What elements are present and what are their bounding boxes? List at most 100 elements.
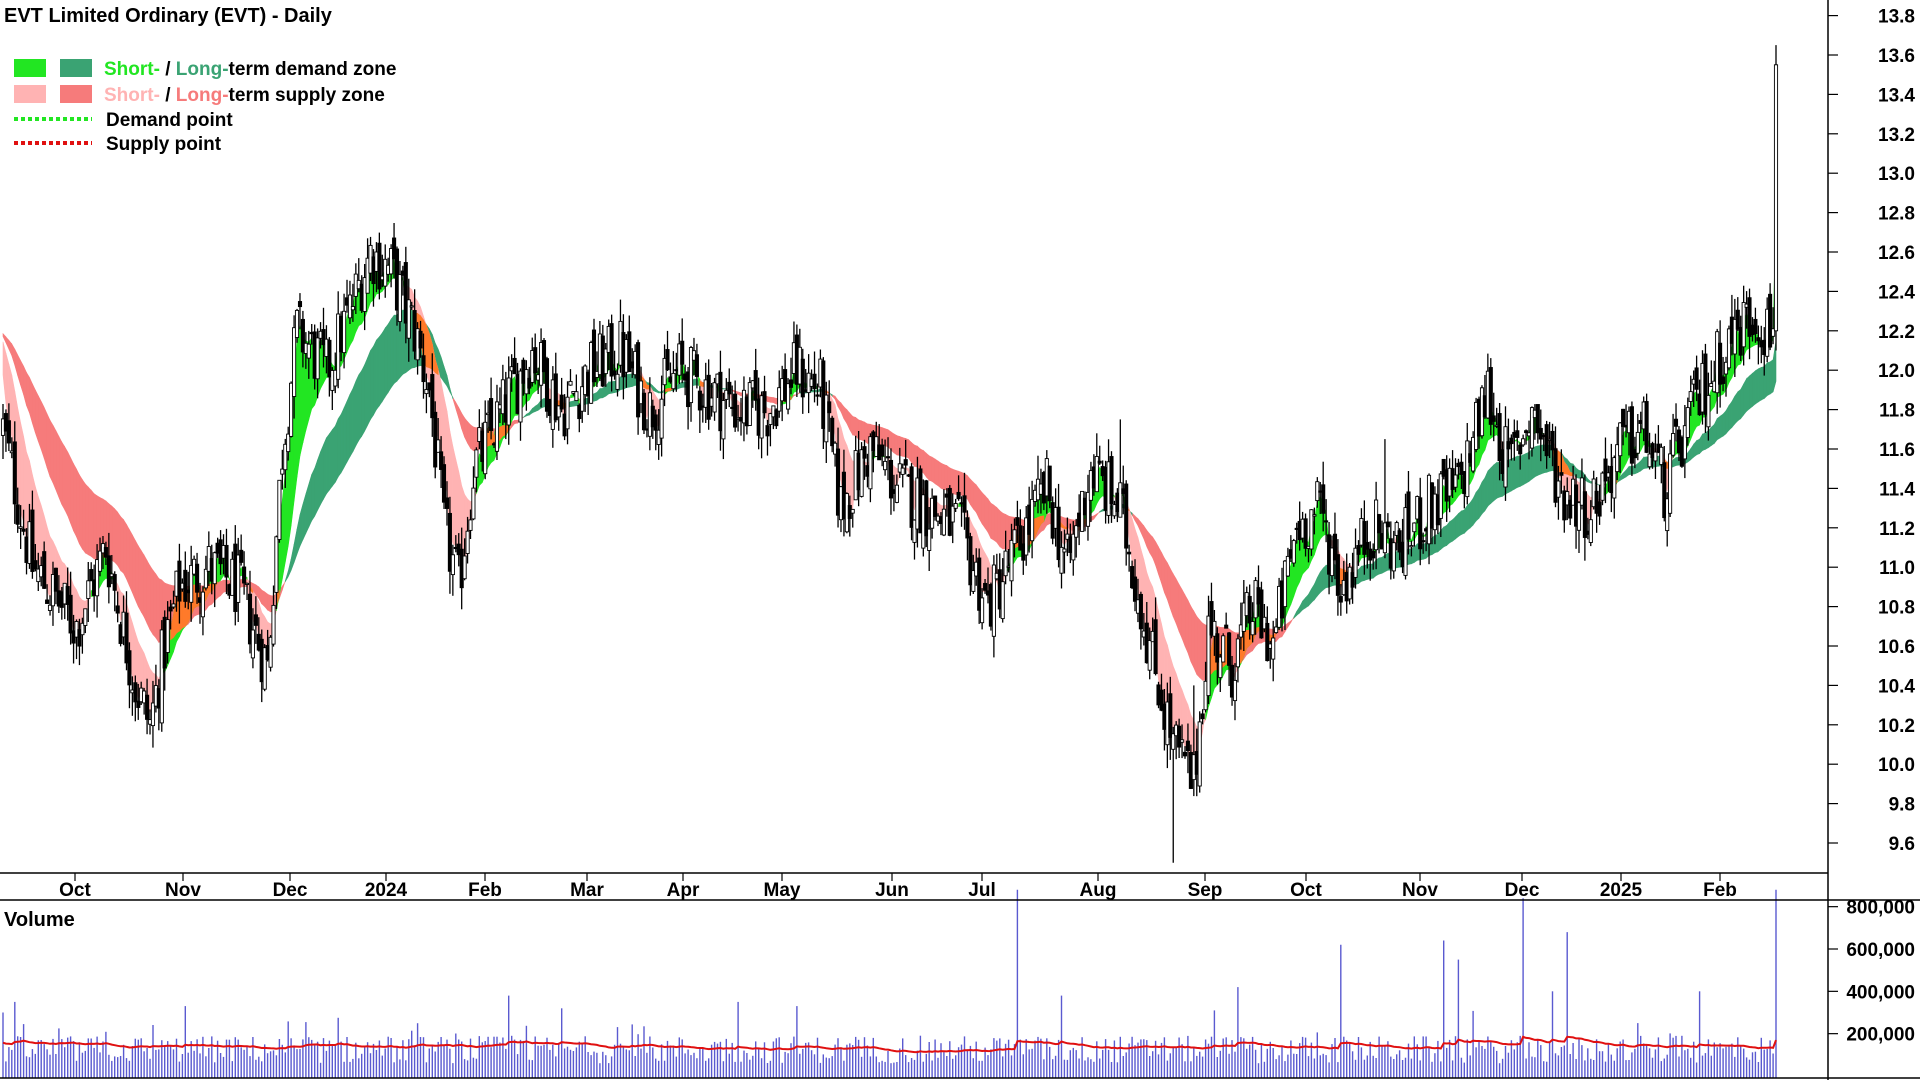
month-tick-label: Jul <box>968 880 995 901</box>
candle-body <box>1118 482 1123 518</box>
candle <box>1124 480 1129 566</box>
candle-body <box>350 306 355 311</box>
candle <box>1529 406 1535 457</box>
candle-body <box>1168 693 1173 738</box>
candle-body <box>933 495 938 517</box>
candle-body <box>991 564 996 637</box>
candle-body <box>541 340 547 373</box>
price-tick-label: 13.2 <box>1878 125 1915 146</box>
candle-body <box>977 557 982 611</box>
long-demand-zone <box>1475 487 1480 522</box>
candle-body <box>1588 519 1593 543</box>
price-tick-label: 13.4 <box>1878 85 1915 106</box>
candle-body <box>956 491 961 500</box>
candle <box>1588 500 1593 547</box>
long-supply-zone <box>123 518 127 580</box>
candle-body <box>292 327 297 397</box>
candle <box>1397 528 1402 561</box>
candle-body <box>1124 483 1129 549</box>
long-demand-zone <box>1725 404 1730 435</box>
candle-body <box>706 374 711 420</box>
long-demand-zone <box>320 444 324 505</box>
candle-body <box>1582 491 1587 538</box>
candle-body <box>1235 638 1240 668</box>
month-tick-label: Nov <box>1402 880 1438 901</box>
candle <box>1227 632 1232 686</box>
candle-body <box>1497 413 1502 462</box>
month-tick-label: 2025 <box>1600 880 1643 901</box>
candle <box>224 528 229 595</box>
candle <box>1097 445 1102 465</box>
candle <box>6 403 11 451</box>
candle-body <box>286 433 291 453</box>
candle-body <box>1403 507 1408 576</box>
candle-body <box>824 394 829 443</box>
candle <box>1568 495 1573 525</box>
candle <box>1550 423 1555 467</box>
candle <box>727 368 732 408</box>
candle <box>1247 584 1252 640</box>
candle-body <box>900 467 905 475</box>
candle-body <box>577 404 582 420</box>
long-supply-zone <box>467 420 471 450</box>
price-tick-label: 12.0 <box>1878 361 1915 382</box>
candle <box>1377 513 1382 554</box>
long-demand-zone <box>1378 557 1383 575</box>
zone-overlap <box>667 387 671 392</box>
long-supply-zone <box>73 462 77 537</box>
candle <box>1773 45 1779 351</box>
candle-body <box>1615 444 1620 473</box>
candle <box>1109 451 1114 523</box>
candle <box>1024 506 1029 566</box>
candle <box>850 508 855 528</box>
candle-body <box>1335 554 1340 596</box>
candle <box>830 415 835 453</box>
candle <box>1524 429 1529 445</box>
candle <box>1338 584 1343 616</box>
candle-body <box>603 348 608 375</box>
long-demand-zone <box>346 394 351 463</box>
candle <box>880 438 885 467</box>
candle-body <box>1024 517 1029 556</box>
long-demand-zone <box>308 474 313 528</box>
long-supply-zone <box>90 489 95 560</box>
candle <box>924 479 929 548</box>
candle <box>544 356 550 418</box>
long-supply-zone <box>1170 568 1174 617</box>
candle <box>1015 500 1020 543</box>
candle-body <box>1688 391 1693 402</box>
candle-body <box>136 700 141 708</box>
candle-body <box>1565 491 1570 506</box>
long-demand-zone <box>361 364 366 438</box>
candle <box>1329 535 1335 583</box>
candle <box>835 427 841 528</box>
candle <box>1538 409 1543 462</box>
short-supply-zone <box>1172 666 1177 729</box>
candle <box>1559 449 1564 494</box>
candle-body <box>971 570 976 592</box>
long-supply-zone <box>155 573 160 644</box>
price-tick-label: 10.2 <box>1878 716 1915 737</box>
candle-body <box>47 604 53 611</box>
legend-swatch-long <box>60 59 92 77</box>
candle <box>1768 283 1773 351</box>
candle <box>1653 433 1658 479</box>
candle-body <box>1721 376 1726 384</box>
candle-body <box>244 582 250 585</box>
price-tick-label: 10.0 <box>1878 755 1915 776</box>
candle <box>1403 493 1408 580</box>
month-tick-label: Sep <box>1188 880 1223 901</box>
candle-body <box>1612 457 1617 499</box>
candle-body <box>1227 632 1232 666</box>
candle <box>1488 358 1493 436</box>
candle-body <box>544 358 550 412</box>
candle-body <box>1538 427 1543 440</box>
candle <box>1391 530 1396 579</box>
candle-body <box>268 636 273 668</box>
candle-body <box>1568 499 1573 519</box>
long-demand-zone <box>1472 492 1477 526</box>
candle-body <box>127 650 132 686</box>
candle-body <box>53 567 58 592</box>
candle-body <box>1324 520 1329 523</box>
long-demand-zone <box>367 350 371 426</box>
